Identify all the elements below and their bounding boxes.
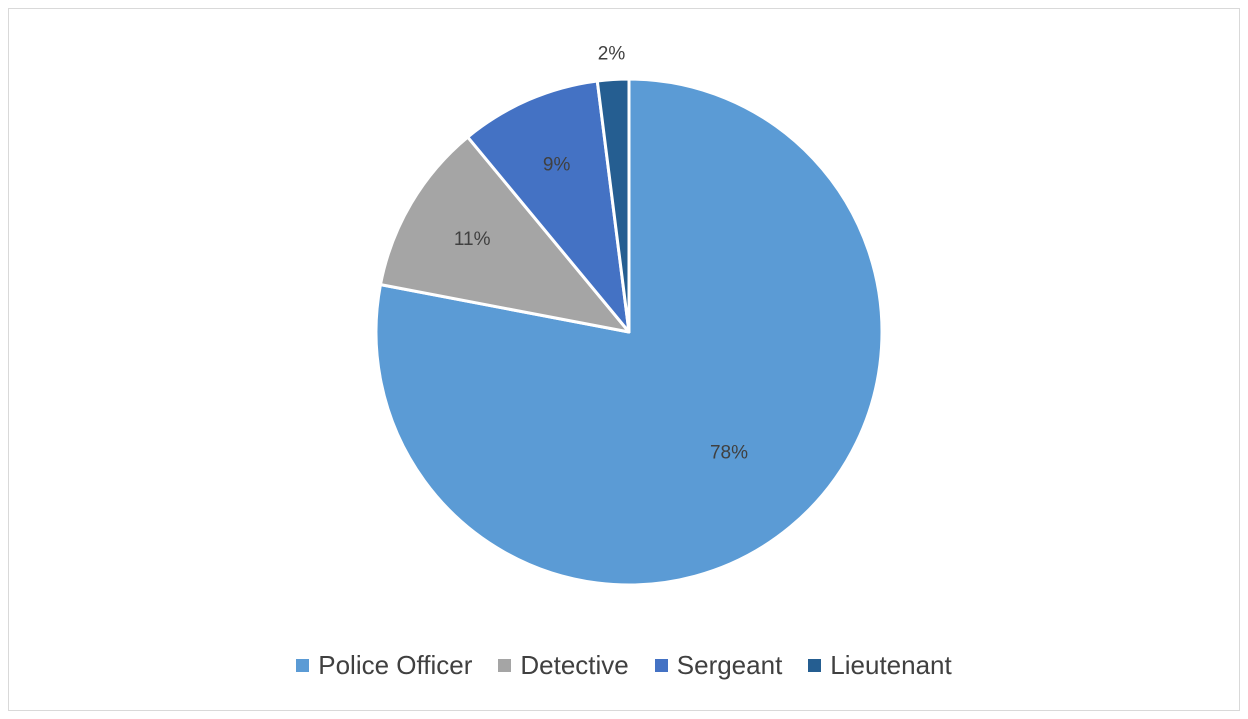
- legend-item-police-officer: Police Officer: [296, 650, 472, 681]
- legend-swatch-police-officer: [296, 658, 310, 672]
- legend-label-lieutenant: Lieutenant: [830, 649, 952, 680]
- legend-label-detective: Detective: [520, 649, 629, 680]
- pie-slice-sergeant: [466, 79, 631, 334]
- legend-swatch-detective: [498, 658, 512, 672]
- data-label-police-officer: 78%: [710, 442, 748, 463]
- pie-slices: [374, 77, 884, 587]
- legend-label-police-officer: Police Officer: [318, 649, 473, 680]
- data-label-lieutenant: 2%: [598, 44, 626, 65]
- legend-swatch-sergeant: [654, 658, 668, 672]
- legend-item-lieutenant: Lieutenant: [808, 649, 952, 681]
- pie-data-labels: 78% 11% 9% 2%: [454, 44, 748, 464]
- legend: Police Officer Detective Sergeant Lieute…: [0, 645, 1248, 685]
- pie-slice-detective: [378, 135, 631, 334]
- legend-swatch-lieutenant: [808, 658, 822, 672]
- data-label-detective: 11%: [454, 229, 491, 250]
- legend-item-detective: Detective: [498, 649, 629, 681]
- legend-item-sergeant: Sergeant: [654, 649, 783, 681]
- pie-slice-lieutenant: [595, 77, 631, 334]
- legend-label-sergeant: Sergeant: [676, 649, 783, 680]
- data-label-sergeant: 9%: [543, 154, 571, 175]
